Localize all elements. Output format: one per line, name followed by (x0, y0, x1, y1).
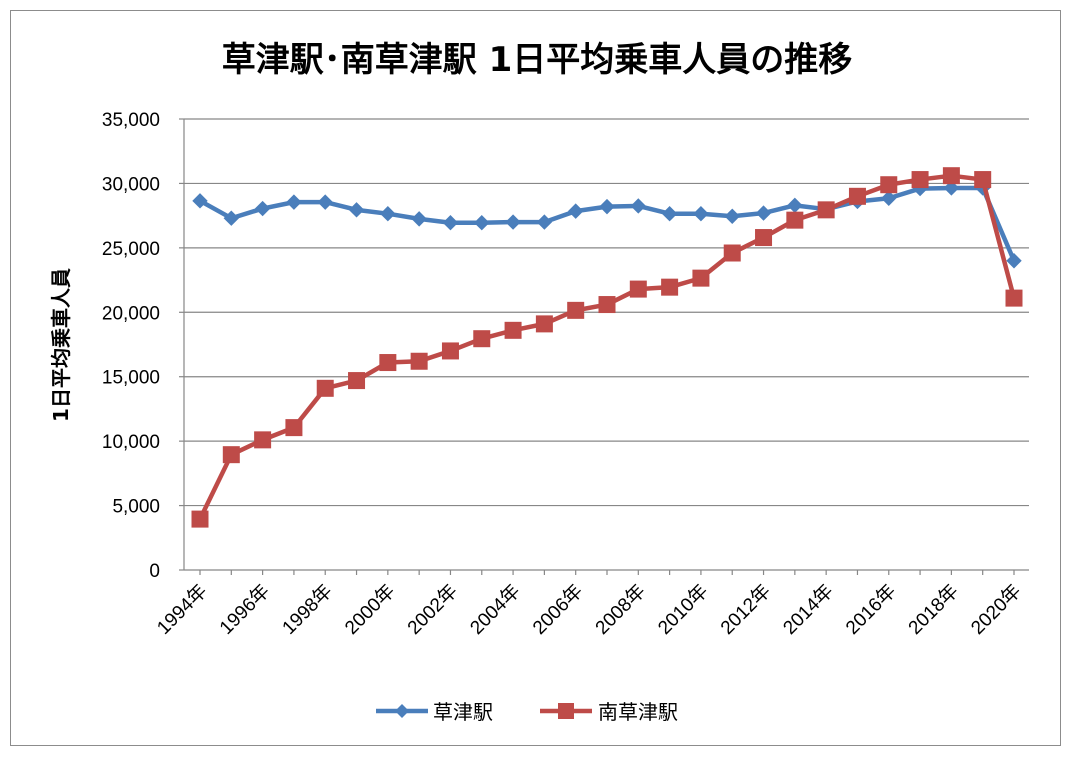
legend-item: 草津駅 (376, 700, 493, 724)
data-point (848, 187, 866, 205)
x-tick-label: 2008年 (591, 580, 650, 639)
legend-item: 南草津駅 (540, 700, 678, 724)
series-layer (191, 167, 1023, 528)
axes (179, 118, 1029, 575)
data-point (285, 419, 303, 437)
data-point (755, 229, 773, 247)
y-tick-label: 20,000 (102, 303, 160, 324)
data-point (630, 198, 647, 214)
data-point (692, 269, 710, 287)
data-point (723, 244, 741, 262)
data-point (661, 206, 678, 222)
data-point (223, 210, 240, 226)
legend-marker (558, 703, 574, 719)
legend-label: 草津駅 (433, 700, 493, 724)
x-tick-label: 2020年 (967, 580, 1026, 639)
data-point (786, 211, 804, 229)
x-axis-ticks: 1994年 1996年 1998年 2000年 2002年 2004年 2006年 2008年… (153, 580, 1026, 639)
x-tick-label: 2012年 (716, 580, 775, 639)
data-point (724, 208, 740, 224)
data-point (661, 278, 679, 296)
data-point (911, 171, 929, 189)
data-point (286, 194, 302, 210)
y-tick-label: 35,000 (102, 110, 160, 131)
data-point (254, 200, 271, 217)
x-tick-label: 2004年 (466, 580, 525, 639)
data-point (348, 372, 366, 390)
legend-marker (395, 704, 409, 718)
chart-frame (10, 10, 1061, 746)
x-tick-label: 1998年 (278, 580, 337, 639)
data-point (599, 198, 615, 215)
x-tick-label: 1994年 (153, 580, 212, 639)
x-tick-label: 2010年 (654, 580, 713, 639)
series-1 (192, 180, 1022, 269)
data-point (192, 193, 208, 209)
legend-label: 南草津駅 (598, 700, 678, 724)
data-point (317, 194, 333, 210)
y-tick-label: 15,000 (102, 368, 160, 389)
data-point (693, 206, 709, 222)
data-point (880, 176, 898, 194)
x-tick-label: 2000年 (340, 580, 399, 639)
legend: 草津駅 南草津駅 (376, 700, 678, 724)
y-tick-label: 5,000 (112, 497, 160, 518)
data-point (881, 190, 897, 206)
y-tick-label: 30,000 (102, 174, 160, 195)
x-tick-label: 2002年 (403, 580, 462, 639)
data-point (411, 211, 427, 227)
data-point (441, 342, 459, 360)
data-point (629, 280, 647, 298)
data-point (474, 215, 490, 231)
data-point (379, 354, 397, 372)
data-point (598, 296, 616, 314)
data-point (504, 321, 522, 339)
y-axis-label: 1日平均乗車人員 (49, 268, 73, 422)
data-point (380, 206, 396, 222)
data-point (755, 205, 772, 221)
series-line (197, 173, 1017, 521)
y-tick-label: 0 (149, 561, 160, 582)
data-point (316, 379, 334, 397)
y-tick-label: 25,000 (102, 239, 160, 260)
data-point (942, 167, 960, 185)
x-tick-label: 2018年 (904, 580, 963, 639)
data-point (536, 214, 553, 230)
x-tick-label: 2006年 (528, 580, 587, 639)
chart-title: 草津駅･南草津駅 1日平均乗車人員の推移 (222, 40, 853, 80)
x-tick-label: 1996年 (215, 580, 274, 639)
data-point (567, 203, 584, 219)
data-point (974, 171, 992, 189)
data-point (442, 215, 459, 231)
data-point (1005, 289, 1023, 307)
x-tick-label: 2016年 (841, 580, 900, 639)
data-point (473, 330, 491, 348)
y-axis-ticks: 0 5,000 10,000 15,000 20,000 25,000 30,000 35,0… (102, 110, 160, 582)
y-tick-label: 10,000 (102, 432, 160, 453)
data-point (505, 214, 521, 230)
data-point (1006, 253, 1022, 269)
data-point (410, 352, 428, 370)
data-point (787, 197, 803, 214)
data-point (254, 431, 272, 449)
data-point (191, 510, 209, 528)
data-point (817, 201, 835, 219)
series-2 (191, 167, 1023, 528)
data-point (567, 301, 585, 319)
data-point (535, 315, 553, 333)
x-tick-label: 2014年 (779, 580, 838, 639)
data-point (943, 180, 960, 196)
data-point (222, 446, 240, 464)
data-point (348, 202, 365, 218)
